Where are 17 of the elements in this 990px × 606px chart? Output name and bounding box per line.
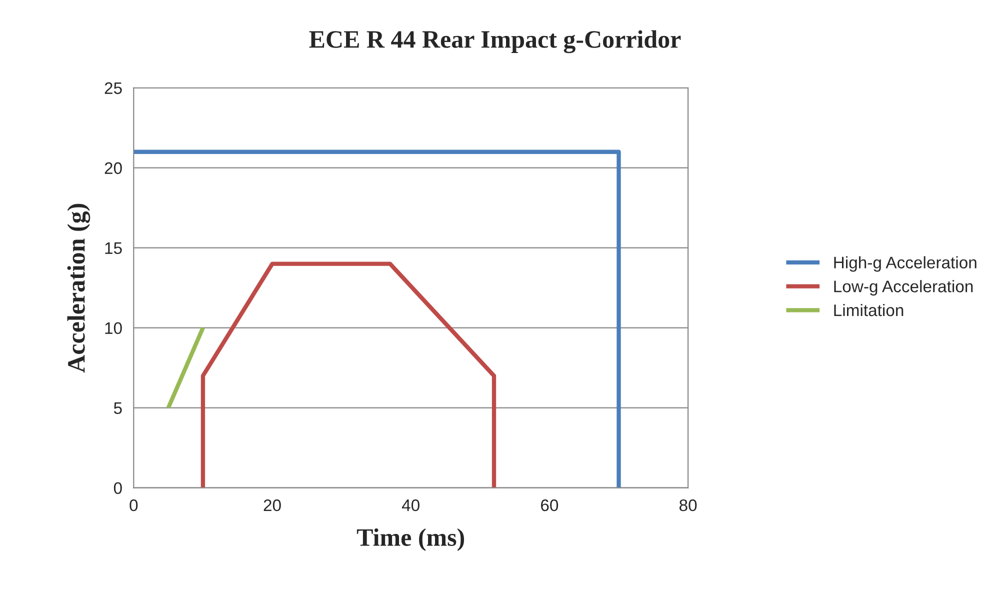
legend-label: High-g Acceleration <box>834 256 976 272</box>
x-tick-label: 20 <box>264 499 281 512</box>
y-tick-label: 25 <box>104 82 122 94</box>
legend-label: Limitation <box>834 304 904 316</box>
y-axis-title: Acceleration (g) <box>67 204 90 373</box>
chart-title: ECE R 44 Rear Impact g-Corridor <box>309 30 681 54</box>
y-tick-label: 5 <box>114 402 122 414</box>
x-tick-label: 40 <box>402 499 420 512</box>
x-tick-label: 60 <box>541 499 558 512</box>
legend-label: Low-g Acceleration <box>834 280 973 296</box>
x-axis-title: Time (ms) <box>356 528 464 552</box>
x-tick-label: 80 <box>680 499 697 512</box>
y-tick-label: 15 <box>105 242 122 254</box>
y-tick-label: 10 <box>105 322 122 334</box>
x-tick-label: 0 <box>130 499 138 512</box>
y-tick-label: 20 <box>104 162 122 174</box>
y-tick-label: 0 <box>114 482 122 494</box>
